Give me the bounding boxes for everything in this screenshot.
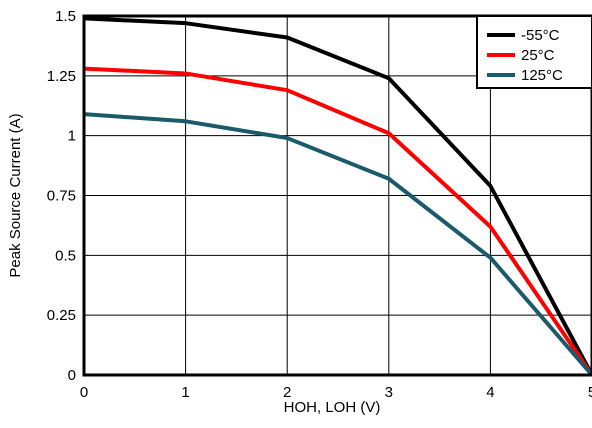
x-tick-labels: 0 1 2 3 4 5	[80, 384, 592, 401]
y-tick-label: 1.5	[55, 8, 76, 25]
y-axis-label: Peak Source Current (A)	[7, 113, 24, 277]
x-tick-label: 5	[588, 384, 592, 401]
legend: -55°C 25°C 125°C	[476, 15, 592, 89]
y-tick-label: 0.5	[55, 247, 76, 264]
series-lines	[83, 16, 592, 377]
legend-label: 125°C	[521, 67, 563, 84]
plot-frame	[82, 14, 592, 377]
x-tick-label: 1	[181, 384, 189, 401]
x-tick-label: 3	[385, 384, 393, 401]
y-tick-label: 0.75	[47, 188, 76, 205]
y-tick-label: 0	[68, 367, 76, 384]
x-tick-label: 2	[283, 384, 291, 401]
y-tick-label: 0.25	[47, 307, 76, 324]
x-tick-label: 4	[486, 384, 494, 401]
series-line-0	[83, 16, 592, 376]
x-tick-label: 0	[80, 384, 88, 401]
legend-label: -55°C	[521, 27, 560, 44]
y-tick-label: 1.25	[47, 68, 76, 85]
y-tick-label: 1	[68, 128, 76, 145]
legend-label: 25°C	[521, 47, 555, 64]
series-line-1	[83, 66, 592, 377]
series-line-2	[83, 112, 592, 377]
x-axis-label: HOH, LOH (V)	[284, 399, 381, 416]
y-tick-labels: 0 0.25 0.5 0.75 1 1.25 1.5	[47, 8, 76, 384]
